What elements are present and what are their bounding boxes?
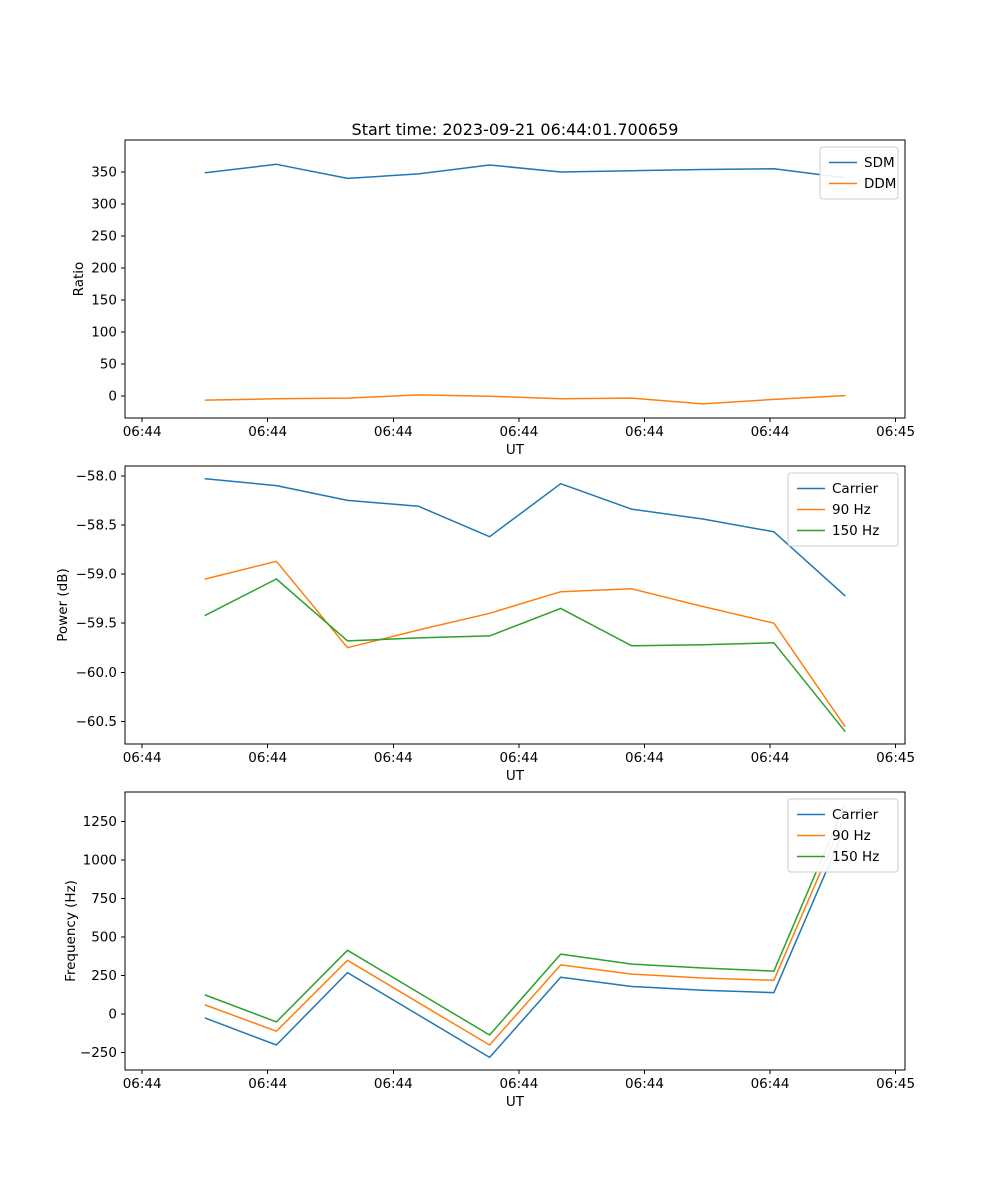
y-tick-label: 250 xyxy=(91,968,117,984)
x-tick-label: 06:44 xyxy=(625,1076,664,1092)
series-line-90-hz xyxy=(204,560,846,728)
y-tick-label: −58.0 xyxy=(76,468,117,484)
y-tick-label: −250 xyxy=(80,1045,117,1061)
legend-label-90-hz: 90 Hz xyxy=(832,828,871,844)
series-line-ddm xyxy=(204,394,846,405)
x-tick-label: 06:44 xyxy=(248,750,287,766)
y-tick-label: −60.0 xyxy=(76,665,117,681)
y-tick-label: 150 xyxy=(91,293,117,309)
x-axis-label: UT xyxy=(506,1094,525,1110)
y-tick-label: −58.5 xyxy=(76,517,117,533)
y-tick-label: −59.0 xyxy=(76,567,117,583)
x-tick-label: 06:44 xyxy=(123,750,162,766)
x-tick-label: 06:45 xyxy=(876,750,915,766)
legend-label-90-hz: 90 Hz xyxy=(832,502,871,518)
series-line-150-hz xyxy=(204,578,846,732)
y-axis-label: Frequency (Hz) xyxy=(63,880,79,982)
legend-label-carrier: Carrier xyxy=(832,807,879,823)
legend-label-150-hz: 150 Hz xyxy=(832,523,879,539)
series-line-carrier xyxy=(204,827,846,1059)
x-tick-label: 06:44 xyxy=(751,424,790,440)
x-tick-label: 06:45 xyxy=(876,424,915,440)
x-tick-label: 06:45 xyxy=(876,1076,915,1092)
axes-frame xyxy=(124,139,906,419)
series-line-sdm xyxy=(204,163,846,180)
x-tick-label: 06:44 xyxy=(751,1076,790,1092)
x-tick-label: 06:44 xyxy=(751,750,790,766)
x-tick-label: 06:44 xyxy=(248,1076,287,1092)
ratio-chart: 0 50 100 150 200 250 300 350 06:44 06:44 06:44 06:4… xyxy=(71,139,915,458)
x-tick-label: 06:44 xyxy=(374,424,413,440)
y-tick-label: 1000 xyxy=(83,853,117,869)
y-tick-label: −59.5 xyxy=(76,616,117,632)
x-axis-label: UT xyxy=(506,768,525,784)
x-tick-label: 06:44 xyxy=(123,1076,162,1092)
legend-label-carrier: Carrier xyxy=(832,481,879,497)
x-axis-label: UT xyxy=(506,442,525,458)
x-tick-label: 06:44 xyxy=(248,424,287,440)
y-tick-label: 750 xyxy=(91,891,117,907)
x-tick-label: 06:44 xyxy=(499,1076,538,1092)
y-tick-label: 250 xyxy=(91,229,117,245)
x-tick-label: 06:44 xyxy=(374,1076,413,1092)
legend-label-sdm: SDM xyxy=(864,155,895,171)
y-axis-label: Ratio xyxy=(71,262,87,297)
legend-box xyxy=(787,472,899,547)
x-tick-label: 06:44 xyxy=(499,750,538,766)
y-tick-label: 350 xyxy=(91,165,117,181)
y-tick-label: 1250 xyxy=(83,814,117,830)
y-tick-label: 50 xyxy=(100,357,117,373)
x-tick-label: 06:44 xyxy=(374,750,413,766)
frequency-chart: −250 0 250 500 750 1000 1250 06:44 06:44 06:44 06:… xyxy=(63,791,915,1110)
power-chart: −58.0 −58.5 −59.0 −59.5 −60.0 −60.5 06:44 06:44… xyxy=(55,465,915,784)
y-tick-label: 200 xyxy=(91,261,117,277)
series-line-carrier xyxy=(204,478,846,597)
y-tick-label: 100 xyxy=(91,325,117,341)
legend-label-ddm: DDM xyxy=(864,176,896,192)
y-tick-label: −60.5 xyxy=(76,714,117,730)
y-tick-label: 0 xyxy=(108,1007,117,1023)
series-line-150-hz xyxy=(204,803,846,1036)
y-tick-label: 300 xyxy=(91,197,117,213)
legend-box xyxy=(819,146,899,200)
y-tick-label: 0 xyxy=(108,389,117,405)
x-tick-label: 06:44 xyxy=(625,750,664,766)
x-tick-label: 06:44 xyxy=(625,424,664,440)
legend-box xyxy=(787,798,899,873)
legend-label-150-hz: 150 Hz xyxy=(832,849,879,865)
y-axis-label: Power (dB) xyxy=(55,568,71,641)
x-tick-label: 06:44 xyxy=(499,424,538,440)
series-line-90-hz xyxy=(204,814,846,1046)
x-tick-label: 06:44 xyxy=(123,424,162,440)
figure-title: Start time: 2023-09-21 06:44:01.700659 xyxy=(351,120,679,139)
y-tick-label: 500 xyxy=(91,930,117,946)
